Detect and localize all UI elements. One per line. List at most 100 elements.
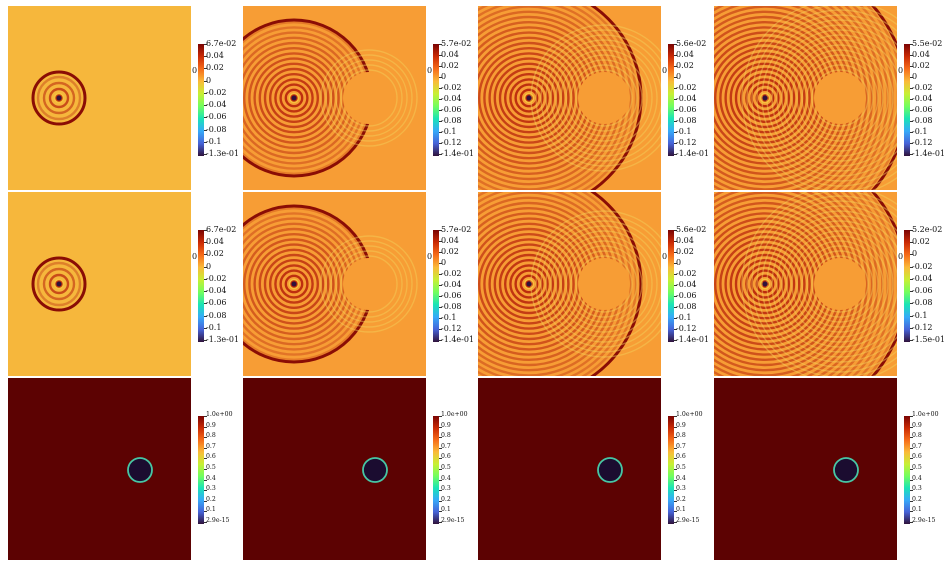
colorbar: 1.0e+00 0.9 0.8 0.7 0.6 0.5 0.4 0.3 0.2 0.1 2.9e-1… bbox=[198, 411, 240, 524]
wave-field-image bbox=[478, 192, 661, 376]
colorbar-tick-mark bbox=[439, 437, 442, 439]
colorbar-tick-label: -0.06 bbox=[441, 105, 462, 114]
colorbar-tick-label: 0.04 bbox=[441, 50, 459, 59]
colorbar-tick-label: 0.6 bbox=[441, 453, 451, 461]
wave-ring bbox=[269, 72, 319, 123]
field-canvas bbox=[714, 378, 897, 560]
wave-ring bbox=[514, 269, 544, 299]
colorbar-tick-mark bbox=[439, 458, 442, 460]
wave-ring bbox=[519, 88, 539, 108]
colorbar-tick-label: 0.02 bbox=[206, 249, 224, 259]
wave-ring bbox=[817, 192, 874, 376]
wave-ring bbox=[509, 264, 549, 304]
colorbar-max-label: 5.7e-02 bbox=[441, 39, 472, 48]
colorbar: 5.6e-02 0.04 0.02 0 -0.02 -0.04 -0.06 -0.08 -0.1… bbox=[668, 226, 710, 344]
field-background bbox=[478, 378, 661, 560]
colorbar-tick-label: 0.04 bbox=[206, 237, 224, 247]
colorbar-tick-mark bbox=[910, 458, 913, 460]
wave-field-image bbox=[243, 6, 426, 190]
wave-ring bbox=[48, 273, 70, 295]
colorbar-tick-label: 0.02 bbox=[676, 61, 694, 70]
colorbar-tick-mark bbox=[910, 416, 913, 417]
colorbar-tick-mark bbox=[204, 266, 207, 268]
wave-ring bbox=[274, 78, 314, 118]
colorbar-tick-mark bbox=[910, 121, 913, 122]
colorbar-tick-label: -0.08 bbox=[676, 302, 697, 311]
colorbar-tick-label: -0.1 bbox=[676, 127, 692, 136]
wave-ring bbox=[724, 57, 806, 139]
colorbar-tick-mark bbox=[910, 291, 913, 293]
colorbar-tick-label: -0.02 bbox=[912, 83, 933, 92]
colorbar-tick-label: 0.04 bbox=[441, 236, 459, 245]
colorbar-tick-mark bbox=[674, 296, 677, 297]
plot-panel: 1.0e+00 0.9 0.8 0.7 0.6 0.5 0.4 0.3 0.2 0.1 2.9e-1… bbox=[243, 378, 475, 560]
colorbar-tick-label: -0.02 bbox=[676, 83, 697, 92]
wave-ring bbox=[750, 269, 780, 299]
colorbar-tick-mark bbox=[674, 274, 677, 275]
colorbar-min-label: -1.4e-01 bbox=[912, 149, 946, 158]
colorbar-tick-mark bbox=[204, 291, 207, 293]
wave-ring bbox=[755, 88, 775, 108]
colorbar: 1.0e+00 0.9 0.8 0.7 0.6 0.5 0.4 0.3 0.2 0.1 2.9e-1… bbox=[904, 411, 946, 524]
colorbar-tick-mark bbox=[439, 66, 442, 67]
wave-ring bbox=[719, 52, 811, 144]
wave-field-image bbox=[8, 6, 191, 190]
colorbar-tick-label: -0.02 bbox=[206, 273, 227, 283]
colorbar-max-label: 5.6e-02 bbox=[676, 225, 707, 234]
colorbar-tick-label: -0.1 bbox=[441, 313, 457, 322]
colorbar-tick-mark bbox=[204, 68, 207, 70]
colorbar-tick-label: -0.08 bbox=[206, 310, 227, 320]
colorbar-tick-mark bbox=[439, 241, 442, 242]
colorbar-max-label: 1.0e+00 bbox=[676, 411, 703, 418]
wave-ring bbox=[498, 253, 560, 315]
wave-ring bbox=[488, 57, 570, 139]
colorbar-tick-mark bbox=[204, 303, 207, 305]
colorbar-tick-label: 0.2 bbox=[676, 495, 686, 503]
wave-field-image bbox=[714, 6, 897, 190]
wave-ring bbox=[504, 258, 554, 309]
colorbar-gradient bbox=[668, 230, 674, 342]
colorbar-tick-mark bbox=[204, 479, 207, 481]
colorbar-tick-label: 0.1 bbox=[912, 506, 922, 514]
colorbar-tick-label: 0 bbox=[676, 72, 682, 81]
colorbar-tick-mark bbox=[439, 110, 442, 111]
colorbar-gradient bbox=[433, 416, 439, 524]
field-canvas bbox=[8, 378, 191, 560]
scattered-waves bbox=[530, 24, 661, 172]
colorbar-tick-mark bbox=[204, 254, 207, 256]
colorbar-tick-label: -0.04 bbox=[206, 286, 227, 296]
colorbar-tick-mark bbox=[674, 88, 677, 89]
colorbar-tick-mark bbox=[439, 511, 442, 513]
wave-ring bbox=[36, 75, 82, 121]
colorbar-tick-mark bbox=[439, 490, 442, 492]
colorbar-tick-label: 0.04 bbox=[912, 50, 930, 59]
wave-ring bbox=[54, 279, 64, 289]
colorbar-tick-label: 0.5 bbox=[912, 464, 922, 471]
colorbar-tick-label: 0.2 bbox=[206, 495, 216, 503]
colorbar-tick-label: -0.1 bbox=[912, 310, 928, 320]
colorbar-tick-mark bbox=[910, 132, 913, 133]
wave-ring bbox=[581, 6, 638, 190]
figure-row-1: 0 6.7e-02 0.04 0.02 0 -0.02 -0.04 -0.06 -0.08 -0.… bbox=[0, 6, 949, 190]
axis-zero-label: 0 bbox=[427, 252, 433, 261]
scattered-waves bbox=[741, 6, 897, 190]
colorbar-tick-label: 0.9 bbox=[206, 421, 216, 429]
colorbar-tick-mark bbox=[674, 121, 677, 122]
colorbar-tick-mark bbox=[439, 447, 442, 449]
colorbar-tick-label: 0.7 bbox=[912, 442, 922, 450]
colorbar-tick-mark bbox=[204, 129, 207, 131]
colorbar-tick-mark bbox=[204, 447, 207, 449]
field-canvas bbox=[8, 6, 191, 190]
colorbar-tick-label: 0.8 bbox=[912, 432, 922, 440]
colorbar-tick-mark bbox=[674, 230, 677, 231]
colorbar-gradient bbox=[198, 416, 204, 524]
colorbar-tick-label: 0.04 bbox=[676, 50, 694, 59]
axis-zero-label: 0 bbox=[898, 252, 904, 261]
wave-ring bbox=[740, 258, 790, 309]
colorbar-max-label: 5.5e-02 bbox=[912, 39, 943, 48]
plot-panel: 0 5.6e-02 0.04 0.02 0 -0.02 -0.04 -0.06 -0.08 -0.… bbox=[478, 6, 710, 190]
colorbar-tick-label: 0.3 bbox=[676, 485, 686, 493]
colorbar-tick-label: -0.12 bbox=[912, 138, 933, 147]
colorbar-tick-mark bbox=[204, 242, 207, 244]
field-canvas bbox=[243, 192, 426, 376]
